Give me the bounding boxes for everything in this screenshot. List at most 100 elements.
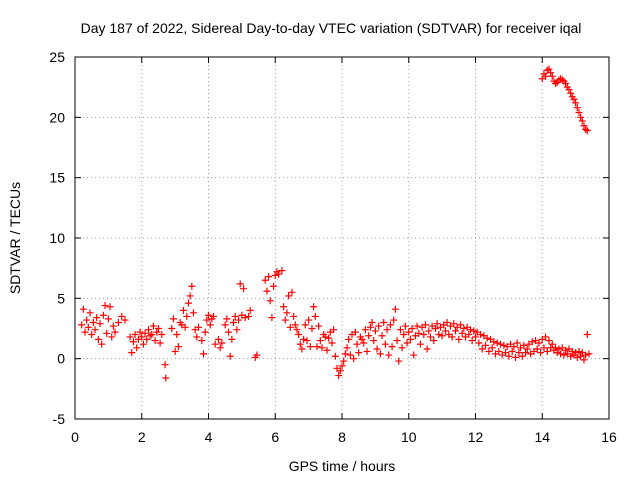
data-point [393,337,401,345]
x-tick-label: 0 [71,429,79,445]
data-point [410,351,418,359]
data-point [577,113,585,121]
data-point [341,350,349,358]
data-point [96,320,104,328]
data-point [485,347,493,355]
data-point [179,306,187,314]
data-point [109,322,117,330]
data-point [139,340,147,348]
data-point [323,346,331,354]
data-point [515,349,523,357]
x-tick-label: 4 [205,429,213,445]
data-point [495,347,503,355]
data-point [81,328,89,336]
data-point [386,321,394,329]
data-point [513,339,521,347]
data-point [430,337,438,345]
data-point [570,95,578,103]
x-tick-label: 16 [601,429,617,445]
data-point [343,344,351,352]
data-point [483,334,491,342]
data-point [306,343,314,351]
data-point [508,347,516,355]
data-point [448,333,456,341]
data-point [361,326,369,334]
y-tick-label: 25 [49,49,65,65]
data-point [183,312,191,320]
data-point [206,321,214,329]
data-point [482,341,490,349]
data-point [325,334,333,342]
data-point [300,335,308,343]
data-point [278,267,286,275]
data-point [421,321,429,329]
data-point [216,344,224,352]
data-point [540,344,548,352]
data-point [218,339,226,347]
data-point [296,340,304,348]
data-point [311,312,319,320]
data-point [174,343,182,351]
data-point [94,335,102,343]
data-point [435,331,443,339]
data-point [396,326,404,334]
data-point [388,343,396,351]
data-point [583,331,591,339]
y-tick-label: 20 [49,109,65,125]
data-point [456,321,464,329]
y-tick-label: 10 [49,230,65,246]
data-point [153,328,161,336]
data-point [280,303,288,311]
data-point [438,332,446,340]
data-point [405,328,413,336]
data-point [226,352,234,360]
data-point [555,345,563,353]
data-point [562,346,570,354]
data-point [465,331,473,339]
data-point [169,315,177,323]
data-point [572,99,580,107]
data-point [433,320,441,328]
data-point [346,351,354,359]
data-point [215,335,223,343]
data-point [141,329,149,337]
data-point [129,338,137,346]
data-point [477,331,485,339]
data-point [552,80,560,88]
data-point [201,328,209,336]
data-point [91,326,99,334]
data-point [468,337,476,345]
axis-ticks: 0 2 4 6 8 10 12 14 16 -5 0 5 10 15 20 25 [49,49,617,445]
data-point [371,327,379,335]
data-point [231,312,239,320]
data-point [350,355,358,363]
data-point [118,312,126,320]
x-tick-label: 14 [534,429,550,445]
data-point [103,329,111,337]
data-point [568,347,576,355]
data-point [230,318,238,326]
data-point [475,339,483,347]
data-point [98,340,106,348]
data-point [365,332,373,340]
y-axis-label: SDTVAR / TECUs [7,182,23,294]
data-point [228,335,236,343]
data-point [390,316,398,324]
data-point [79,305,87,313]
data-point [271,271,279,279]
data-point [553,349,561,357]
data-point [221,321,229,329]
data-point [558,76,566,84]
data-point [265,273,273,281]
x-tick-label: 8 [338,429,346,445]
data-point [131,331,139,339]
data-point [114,318,122,326]
data-point [321,333,329,341]
data-point [537,349,545,357]
data-point [78,321,86,329]
data-point [240,285,248,293]
data-point [425,327,433,335]
data-point [101,302,109,310]
data-point [520,341,528,349]
y-tick-label: -5 [53,411,66,427]
